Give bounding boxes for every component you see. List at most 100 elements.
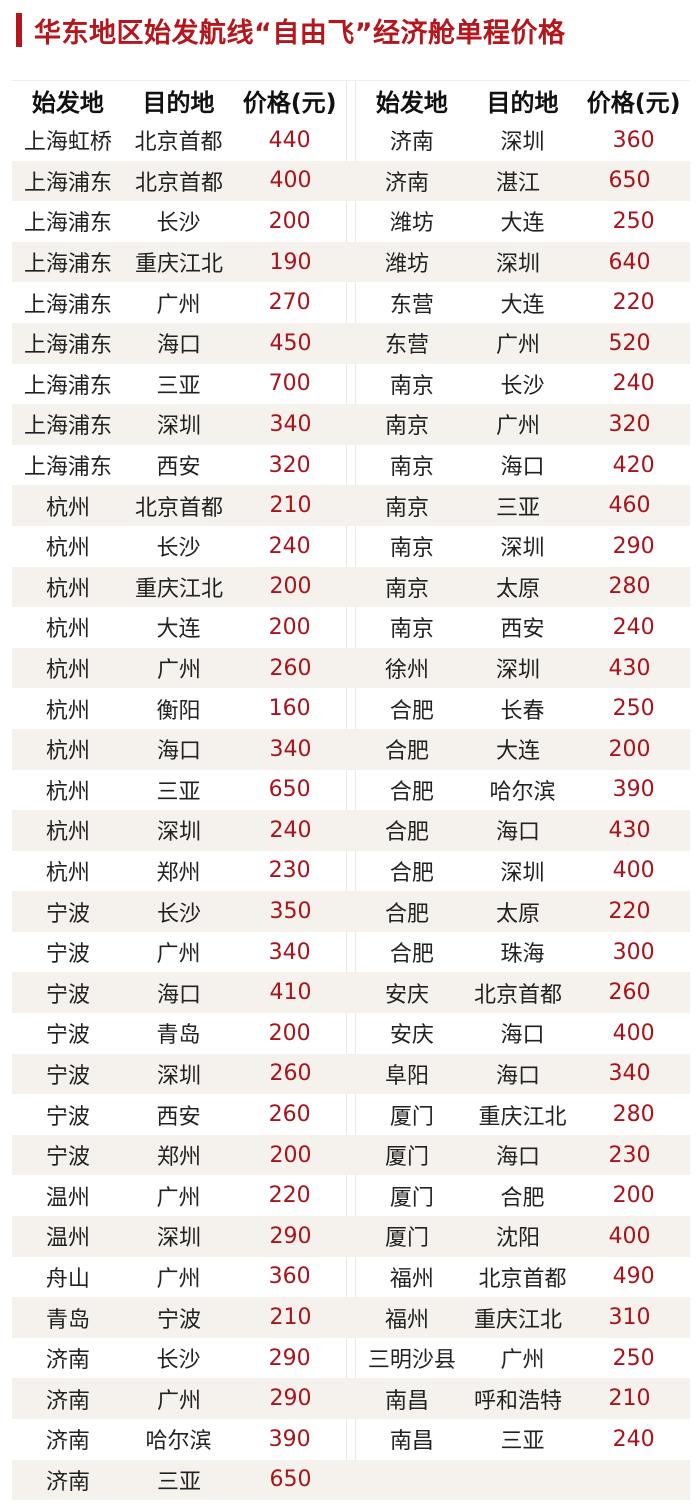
destination-cell: 海口 [495,1063,540,1089]
origin-cell: 宁波 [45,1063,90,1089]
origin-cell: 温州 [45,1185,90,1211]
origin-cell: 南京 [384,576,429,602]
origin-cell: 潍坊 [389,211,434,237]
origin-cell: 厦门 [389,1185,434,1211]
table-row: 济南 三亚 650 [12,1459,690,1501]
origin-cell: 宁波 [45,982,90,1008]
destination-cell: 珠海 [500,942,545,968]
origin-cell: 宁波 [45,901,90,927]
price-cell: 160 [268,696,311,722]
price-cell: 210 [269,1305,312,1331]
price-cell: 420 [612,452,655,478]
table-row: 宁波 长沙 350 合肥 太原 220 [12,891,690,932]
origin-cell: 济南 [45,1388,90,1414]
origin-cell: 上海浦东 [23,333,112,359]
price-cell: 430 [608,655,651,681]
price-cell: 200 [612,1183,655,1209]
destination-cell: 大连 [500,211,545,237]
price-cell: 290 [612,533,655,559]
origin-cell: 三明沙县 [367,1348,456,1374]
table-row: 宁波 青岛 200 安庆 海口 400 [12,1013,690,1054]
price-cell: 520 [608,330,651,356]
table-row: 宁波 广州 340 合肥 珠海 300 [12,931,690,973]
destination-cell: 海口 [156,739,201,765]
price-cell: 400 [269,168,312,194]
price-cell: 410 [269,980,312,1006]
price-cell: 230 [268,858,311,884]
destination-cell: 大连 [500,292,545,318]
destination-cell: 重庆江北 [478,1104,567,1130]
table-row: 济南 长沙 290 三明沙县 广州 250 [12,1337,690,1379]
origin-cell: 阜阳 [384,1063,429,1089]
price-cell: 320 [608,411,651,437]
price-cell: 240 [612,1426,655,1452]
price-cell: 390 [268,1426,311,1452]
price-cell: 350 [269,899,312,925]
destination-cell: 太原 [495,901,540,927]
origin-cell: 南京 [384,414,429,440]
destination-cell: 深圳 [500,860,545,886]
origin-cell: 南京 [389,373,434,399]
origin-cell: 济南 [389,130,434,156]
table-row: 杭州 重庆江北 200 南京 太原 280 [12,566,690,608]
price-cell: 200 [269,1142,312,1168]
origin-cell: 温州 [45,1226,90,1252]
destination-cell: 呼和浩特 [473,1388,562,1414]
origin-cell: 安庆 [389,1023,434,1049]
price-cell: 340 [608,1061,651,1087]
origin-cell: 宁波 [45,942,90,968]
price-cell: 270 [268,290,311,316]
destination-cell: 海口 [156,982,201,1008]
price-cell: 200 [608,736,651,762]
origin-cell: 上海浦东 [23,373,112,399]
destination-cell: 广州 [156,1266,201,1292]
price-cell: 290 [268,1345,311,1371]
origin-cell: 潍坊 [384,252,429,278]
destination-cell: 海口 [500,1023,545,1049]
destination-cell: 海口 [495,1145,540,1171]
origin-cell: 上海浦东 [23,252,112,278]
destination-cell: 合肥 [500,1185,545,1211]
destination-cell: 重庆江北 [134,252,223,278]
price-cell: 210 [608,1386,651,1412]
destination-cell: 太原 [495,576,540,602]
price-cell: 190 [269,249,312,275]
price-cell: 280 [612,1102,655,1128]
origin-cell: 厦门 [384,1226,429,1252]
destination-cell: 重庆江北 [134,576,223,602]
origin-cell: 上海浦东 [23,414,112,440]
table-row: 上海浦东 深圳 340 南京 广州 320 [12,404,690,445]
origin-cell: 济南 [384,170,429,196]
header-origin: 始发地 [31,89,104,117]
origin-cell: 合肥 [384,739,429,765]
origin-cell: 舟山 [45,1266,90,1292]
price-cell: 650 [268,777,311,803]
origin-cell: 上海浦东 [23,211,112,237]
destination-cell: 广州 [156,658,201,684]
price-cell: 320 [268,452,311,478]
price-cell: 200 [269,574,312,600]
destination-cell: 长沙 [500,373,545,399]
table-row: 上海浦东 广州 270 东营 大连 220 [12,282,690,323]
table-row: 上海浦东 长沙 200 潍坊 大连 250 [12,201,690,242]
destination-cell: 广州 [156,1185,201,1211]
destination-cell: 三亚 [156,1469,201,1495]
origin-cell: 福州 [389,1266,434,1292]
price-cell: 310 [608,1305,651,1331]
table-row: 杭州 海口 340 合肥 大连 200 [12,728,690,770]
header-destination: 目的地 [486,89,559,117]
destination-cell: 北京首都 [478,1266,567,1292]
price-cell: 240 [268,533,311,559]
price-cell: 220 [612,290,655,316]
destination-cell: 长春 [500,698,545,724]
destination-cell: 西安 [156,1104,201,1130]
price-cell: 220 [608,899,651,925]
destination-cell: 深圳 [156,414,201,440]
table-row: 杭州 深圳 240 合肥 海口 430 [12,810,690,851]
destination-cell: 三亚 [156,779,201,805]
destination-cell: 湛江 [495,170,540,196]
origin-cell: 宁波 [45,1104,90,1130]
table-row: 上海虹桥 北京首都 440 济南 深圳 360 [12,120,690,161]
table-row: 上海浦东 北京首都 400 济南 湛江 650 [12,160,690,202]
destination-cell: 长沙 [156,536,201,562]
